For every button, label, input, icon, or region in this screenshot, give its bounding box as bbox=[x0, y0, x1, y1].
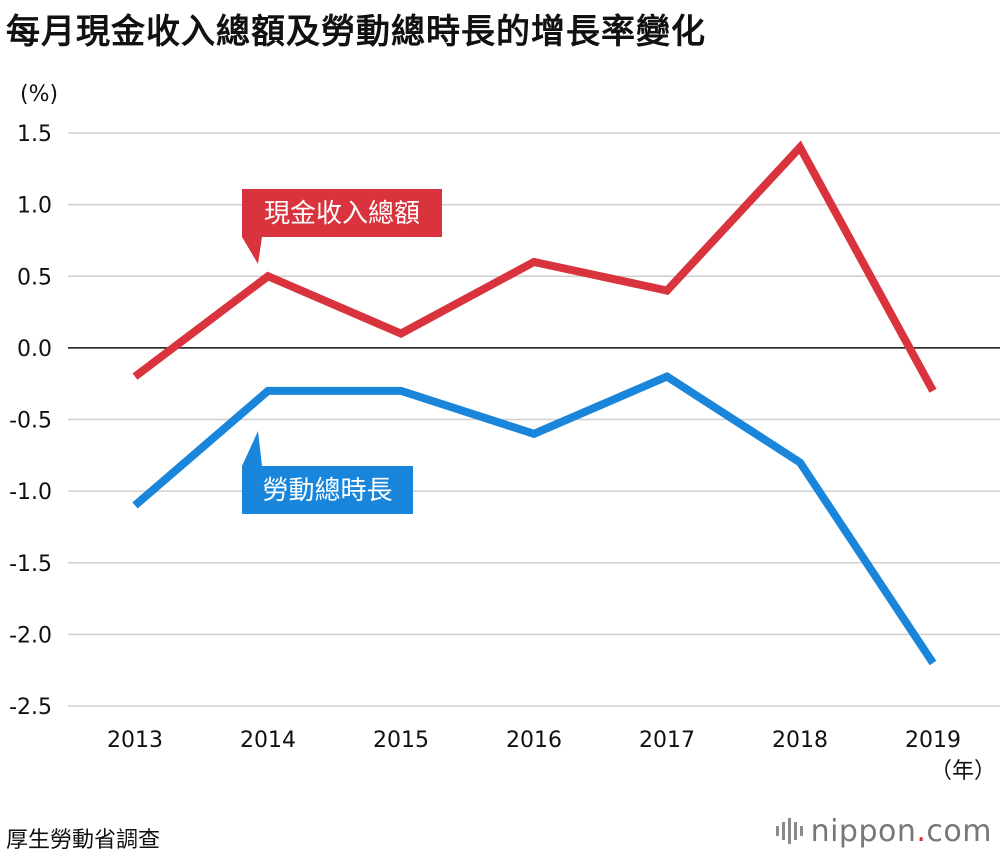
x-tick-labels: 2013 2014 2015 2016 2017 2018 2019 bbox=[107, 728, 961, 753]
nippon-logo: nippon.com bbox=[775, 813, 992, 849]
x-axis-unit-label: （年） bbox=[930, 759, 996, 784]
callout-0: 現金收入總額 bbox=[242, 189, 442, 264]
callout-box bbox=[242, 466, 413, 514]
y-tick-label: -2.0 bbox=[9, 623, 52, 648]
y-tick-label: -0.5 bbox=[9, 409, 52, 434]
y-tick-label: 0.5 bbox=[17, 265, 52, 290]
series-line-0 bbox=[132, 140, 937, 393]
x-tick-label: 2019 bbox=[905, 728, 961, 753]
y-tick-label: 0.0 bbox=[17, 337, 52, 362]
callout-box bbox=[242, 189, 442, 237]
y-tick-labels: 1.5 1.0 0.5 0.0 -0.5 -1.0 -1.5 -2.0 -2.5 bbox=[9, 122, 52, 720]
chart-title: 每月現金收入總額及勞動總時長的增長率變化 bbox=[6, 12, 706, 52]
y-tick-label: 1.5 bbox=[17, 122, 52, 147]
callout-pointer bbox=[242, 431, 262, 466]
legend-label: 現金收入總額 bbox=[264, 199, 420, 229]
grid-lines bbox=[68, 132, 1000, 707]
y-tick-label: -1.0 bbox=[9, 480, 52, 505]
callout-1: 勞動總時長 bbox=[242, 431, 413, 514]
y-tick-label: -2.5 bbox=[9, 695, 52, 720]
series-lines bbox=[132, 140, 937, 666]
y-axis-label: (%) bbox=[20, 82, 58, 107]
callout-pointer bbox=[242, 237, 262, 264]
x-tick-label: 2018 bbox=[772, 728, 828, 753]
logo-bars-icon bbox=[775, 816, 803, 846]
source-note: 厚生勞動省調查 bbox=[6, 828, 161, 853]
y-tick-label: -1.5 bbox=[9, 552, 52, 577]
x-tick-label: 2017 bbox=[639, 728, 695, 753]
x-tick-label: 2013 bbox=[107, 728, 163, 753]
y-tick-label: 1.0 bbox=[17, 194, 52, 219]
x-tick-label: 2016 bbox=[506, 728, 562, 753]
x-tick-label: 2015 bbox=[373, 728, 429, 753]
x-tick-label: 2014 bbox=[240, 728, 296, 753]
legend-label: 勞動總時長 bbox=[262, 476, 392, 506]
logo-wordmark: nippon.com bbox=[810, 813, 992, 849]
